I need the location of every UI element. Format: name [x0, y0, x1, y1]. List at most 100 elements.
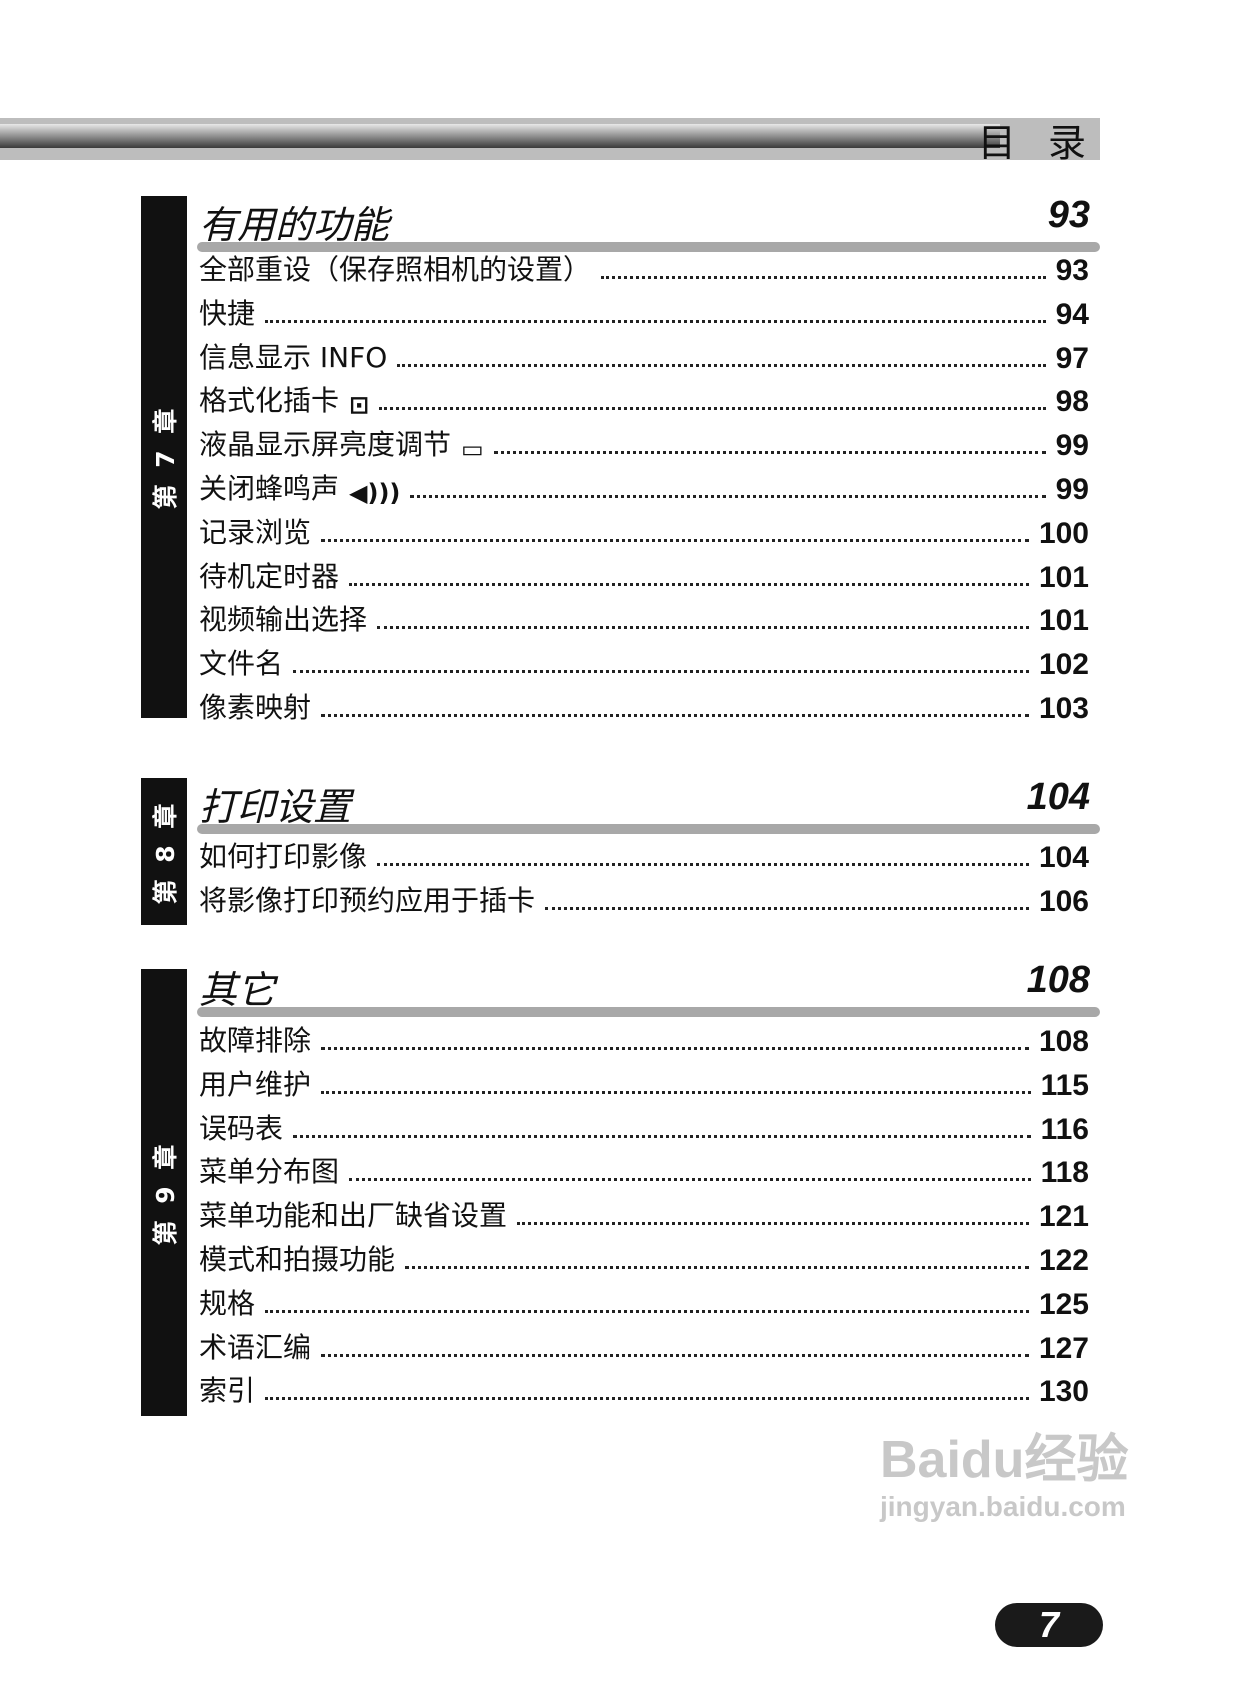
dot-leader	[321, 1047, 1029, 1050]
toc-entry[interactable]: 信息显示 INFO 97	[199, 336, 1089, 376]
page-number-badge: 7	[995, 1603, 1103, 1647]
toc-entry[interactable]: 格式化插卡 ⊡ 98	[199, 379, 1089, 419]
entry-label: 菜单分布图	[199, 1155, 340, 1189]
dot-leader	[265, 1309, 1029, 1313]
entry-label: 格式化插卡	[199, 384, 340, 418]
toc-entry[interactable]: 模式和拍摄功能 122	[199, 1238, 1089, 1278]
toc-entry[interactable]: 液晶显示屏亮度调节 ▭ 99	[199, 423, 1089, 463]
dot-leader	[321, 714, 1029, 717]
dot-leader	[379, 407, 1046, 411]
toc-entry[interactable]: 快捷 94	[199, 292, 1089, 332]
dot-leader	[321, 1090, 1031, 1094]
entry-page: 106	[1038, 884, 1089, 918]
section-page: 104	[1026, 776, 1090, 818]
entry-page: 130	[1038, 1375, 1089, 1409]
entry-label: 术语汇编	[199, 1330, 312, 1364]
dot-leader	[321, 538, 1029, 542]
dot-leader	[293, 1134, 1031, 1138]
entry-page: 99	[1055, 429, 1089, 463]
toc-entry[interactable]: 术语汇编 127	[199, 1326, 1089, 1366]
entry-page: 98	[1055, 385, 1089, 419]
entry-label: 液晶显示屏亮度调节	[199, 428, 452, 462]
entry-label: 规格	[199, 1286, 256, 1320]
entry-label: 记录浏览	[199, 515, 312, 549]
dot-leader	[349, 582, 1029, 586]
entry-label: 将影像打印预约应用于插卡	[199, 883, 536, 917]
entry-page: 116	[1040, 1112, 1089, 1146]
toc-entry[interactable]: 误码表 116	[199, 1107, 1089, 1147]
dot-leader	[405, 1266, 1029, 1269]
entry-label: 信息显示 INFO	[199, 340, 388, 374]
section-title[interactable]: 有用的功能	[199, 203, 390, 247]
toc-entry[interactable]: 全部重设（保存照相机的设置） 93	[199, 248, 1089, 288]
entry-page: 121	[1038, 1200, 1089, 1234]
toc-entry[interactable]: 待机定时器 101	[199, 555, 1089, 595]
toc-entry[interactable]: 记录浏览 100	[199, 511, 1089, 551]
entry-page: 99	[1055, 473, 1089, 506]
entry-label: 待机定时器	[199, 559, 340, 593]
section-divider	[197, 1007, 1100, 1017]
entry-page: 102	[1038, 648, 1089, 682]
chapter-tab: 第 9 章	[141, 969, 187, 1416]
beep-icon: ◀)))	[349, 479, 401, 507]
page-title: 目 录	[977, 121, 1096, 165]
section-title[interactable]: 打印设置	[199, 785, 352, 829]
entry-label: 关闭蜂鸣声	[199, 472, 340, 505]
entry-page: 94	[1055, 297, 1089, 331]
section-divider	[197, 824, 1100, 834]
entry-page: 122	[1038, 1244, 1089, 1277]
section-title[interactable]: 其它	[199, 968, 276, 1012]
dot-leader	[545, 906, 1029, 910]
entry-page: 118	[1040, 1156, 1089, 1190]
entry-page: 100	[1038, 516, 1089, 550]
entry-page: 125	[1038, 1287, 1089, 1321]
entry-label: 视频输出选择	[199, 603, 368, 637]
dot-leader	[349, 1178, 1031, 1182]
dot-leader	[377, 626, 1029, 630]
dot-leader	[265, 1397, 1029, 1401]
toc-entry[interactable]: 视频输出选择 101	[199, 598, 1089, 638]
watermark-logo: Baidu经验 jingyan.baidu.com	[880, 1430, 1128, 1524]
entry-page: 115	[1040, 1068, 1089, 1102]
toc-entry[interactable]: 关闭蜂鸣声 ◀))) 99	[199, 467, 1089, 507]
chapter-tab: 第 7 章	[141, 196, 187, 718]
entry-label: 模式和拍摄功能	[199, 1243, 396, 1276]
card-format-icon: ⊡	[349, 391, 370, 420]
entry-page: 104	[1038, 841, 1089, 874]
lcd-brightness-icon: ▭	[461, 435, 484, 464]
dot-leader	[293, 670, 1029, 674]
chapter-label: 第 8 章	[151, 799, 180, 904]
dot-leader	[397, 363, 1046, 367]
entry-page: 97	[1055, 341, 1089, 375]
dot-leader	[377, 863, 1029, 866]
toc-entry[interactable]: 菜单功能和出厂缺省设置 121	[199, 1194, 1089, 1234]
toc-entry[interactable]: 如何打印影像 104	[199, 835, 1089, 875]
dot-leader	[321, 1353, 1029, 1357]
entry-label: 全部重设（保存照相机的设置）	[199, 253, 592, 286]
section-divider	[197, 242, 1100, 252]
dot-leader	[265, 319, 1046, 323]
toc-entry[interactable]: 菜单分布图 118	[199, 1150, 1089, 1190]
toc-entry[interactable]: 规格 125	[199, 1282, 1089, 1322]
watermark-brand: Baidu经验	[880, 1431, 1129, 1489]
entry-label: 故障排除	[199, 1024, 312, 1057]
section-page: 108	[1026, 959, 1090, 1001]
toc-entry[interactable]: 故障排除 108	[199, 1019, 1089, 1059]
dot-leader	[493, 451, 1046, 455]
toc-entry[interactable]: 文件名 102	[199, 642, 1089, 682]
toc-entry[interactable]: 索引 130	[199, 1369, 1089, 1409]
entry-label: 像素映射	[199, 691, 312, 724]
toc-entry[interactable]: 像素映射 103	[199, 686, 1089, 726]
dot-leader	[601, 276, 1046, 279]
chapter-label: 第 7 章	[151, 404, 180, 510]
entry-label: 索引	[199, 1374, 256, 1408]
entry-page: 93	[1055, 254, 1089, 287]
header-bar	[0, 118, 1100, 160]
watermark-url: jingyan.baidu.com	[880, 1491, 1126, 1522]
toc-entry[interactable]: 用户维护 115	[199, 1063, 1089, 1103]
toc-entry[interactable]: 将影像打印预约应用于插卡 106	[199, 879, 1089, 919]
chapter-tab: 第 8 章	[141, 778, 187, 925]
entry-page: 108	[1038, 1025, 1089, 1058]
dot-leader	[410, 495, 1046, 498]
entry-page: 103	[1038, 692, 1089, 725]
